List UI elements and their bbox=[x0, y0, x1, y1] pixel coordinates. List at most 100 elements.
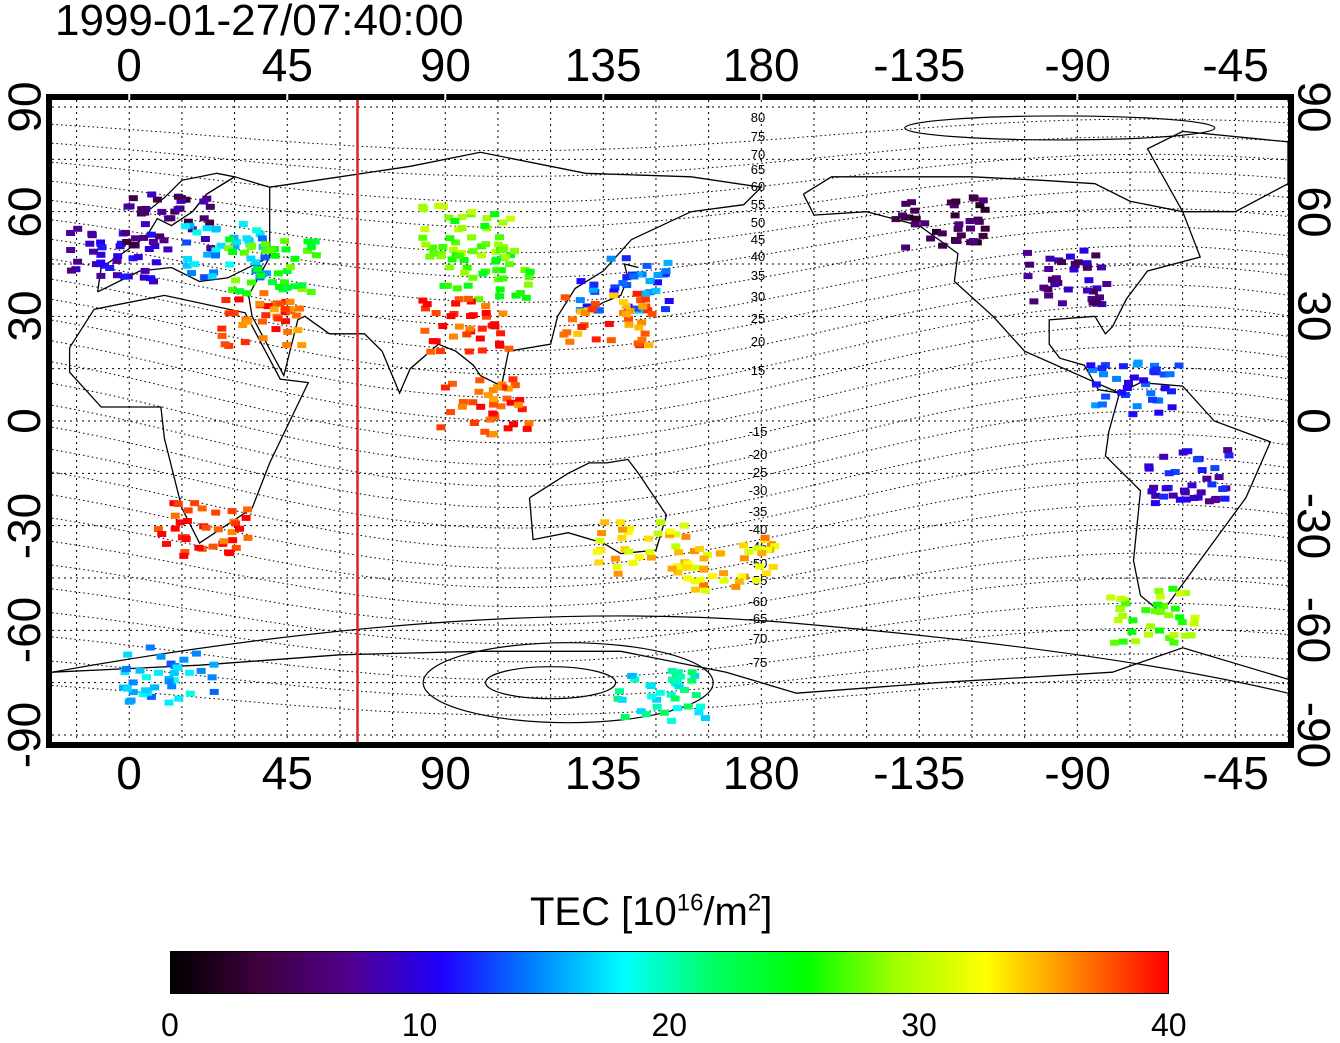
tec-observation bbox=[622, 274, 632, 281]
tec-observation bbox=[699, 555, 709, 562]
tec-observation bbox=[629, 273, 639, 280]
tec-observation bbox=[719, 577, 729, 584]
tec-observation bbox=[87, 232, 97, 239]
southern-contour bbox=[51, 615, 1289, 694]
tec-observation bbox=[271, 326, 281, 333]
top-lon-label: 90 bbox=[419, 39, 471, 91]
tec-observation bbox=[559, 331, 569, 338]
tec-observation bbox=[653, 272, 663, 278]
left-lat-label: -60 bbox=[0, 597, 51, 664]
magnetic-latitude-contour bbox=[51, 284, 1289, 376]
tec-observation bbox=[155, 233, 165, 240]
magnetic-latitude-contour bbox=[51, 304, 1289, 399]
magnetic-latitude-label: -70 bbox=[749, 631, 768, 646]
tec-observation bbox=[257, 235, 267, 242]
tec-observation bbox=[148, 238, 158, 245]
tec-observation bbox=[739, 542, 748, 549]
tec-observation bbox=[221, 297, 231, 303]
tec-observation bbox=[1175, 590, 1185, 597]
tec-observation bbox=[1091, 381, 1101, 388]
tec-observation bbox=[128, 679, 138, 686]
tec-observation bbox=[231, 520, 241, 527]
tec-observation bbox=[1088, 288, 1098, 295]
tec-observation bbox=[500, 253, 510, 260]
tec-observation bbox=[647, 693, 657, 700]
tec-observation bbox=[147, 191, 157, 198]
tec-observation bbox=[481, 309, 491, 316]
bottom-lon-label: 0 bbox=[116, 747, 142, 799]
tec-observation bbox=[159, 237, 169, 244]
tec-observation bbox=[609, 288, 619, 295]
tec-observation bbox=[1144, 463, 1154, 470]
tec-observation bbox=[1118, 612, 1128, 619]
tec-observation bbox=[1207, 481, 1217, 488]
tec-observation bbox=[1025, 261, 1035, 268]
tec-observation bbox=[932, 228, 941, 235]
tec-observation bbox=[1160, 385, 1170, 392]
left-lat-label: -30 bbox=[0, 492, 51, 559]
tec-observation bbox=[643, 307, 653, 314]
tec-observation bbox=[297, 282, 307, 289]
tec-observation bbox=[643, 535, 653, 542]
tec-observation bbox=[753, 545, 763, 552]
tec-observation bbox=[1177, 619, 1187, 626]
tec-observation bbox=[67, 267, 76, 274]
tec-observation bbox=[594, 307, 604, 314]
tec-observation bbox=[659, 709, 669, 716]
tec-observation bbox=[281, 318, 290, 325]
tec-observation bbox=[1091, 252, 1101, 259]
tec-observation bbox=[1132, 403, 1142, 410]
tec-observation bbox=[225, 550, 235, 557]
tec-observation bbox=[128, 689, 138, 696]
tec-observation bbox=[715, 550, 725, 557]
right-lat-label: 0 bbox=[1287, 408, 1340, 434]
frame-tick bbox=[918, 94, 921, 100]
tec-observation bbox=[576, 278, 586, 285]
tec-observation bbox=[695, 576, 705, 583]
tec-observation bbox=[641, 711, 651, 718]
tec-observation bbox=[283, 328, 293, 335]
tec-observation bbox=[96, 272, 106, 279]
tec-observation bbox=[1211, 495, 1221, 502]
tec-observation bbox=[153, 526, 163, 533]
tec-observation bbox=[588, 286, 598, 293]
tec-observation bbox=[1141, 381, 1151, 388]
tec-observation bbox=[123, 651, 133, 658]
tec-observation bbox=[938, 242, 948, 249]
tec-observation bbox=[242, 235, 252, 242]
magnetic-latitude-label: -30 bbox=[749, 483, 768, 498]
tec-observation bbox=[624, 315, 633, 322]
tec-observation bbox=[1156, 609, 1166, 615]
tec-observation bbox=[520, 267, 530, 273]
tec-observation bbox=[310, 238, 320, 245]
tec-observation bbox=[645, 549, 655, 556]
tec-observation bbox=[594, 559, 604, 566]
tec-observation bbox=[949, 202, 959, 209]
tec-observation bbox=[498, 310, 508, 317]
tec-observation bbox=[1161, 485, 1171, 492]
tec-observation bbox=[1069, 266, 1079, 273]
tec-observation bbox=[647, 311, 657, 317]
tec-observation bbox=[477, 252, 486, 259]
tec-observation bbox=[464, 295, 473, 302]
tec-observation bbox=[207, 273, 217, 280]
tec-observation bbox=[1088, 367, 1098, 374]
tec-observation bbox=[96, 259, 106, 266]
tec-observation bbox=[192, 650, 201, 657]
tec-observation bbox=[100, 262, 109, 269]
tec-observation bbox=[454, 296, 464, 303]
tec-observation bbox=[121, 666, 131, 672]
tec-observation bbox=[459, 257, 469, 263]
tec-observation bbox=[199, 215, 209, 222]
tec-observation bbox=[638, 303, 648, 310]
tec-observation bbox=[1070, 260, 1080, 267]
tec-observation bbox=[170, 525, 180, 532]
coastline bbox=[802, 176, 1202, 394]
tec-observation bbox=[573, 330, 583, 337]
tec-observation bbox=[1168, 492, 1178, 499]
tec-observation bbox=[269, 306, 279, 313]
magnetic-latitude-label: -60 bbox=[749, 594, 768, 609]
tec-observation bbox=[611, 555, 620, 562]
tec-observation bbox=[220, 341, 230, 348]
